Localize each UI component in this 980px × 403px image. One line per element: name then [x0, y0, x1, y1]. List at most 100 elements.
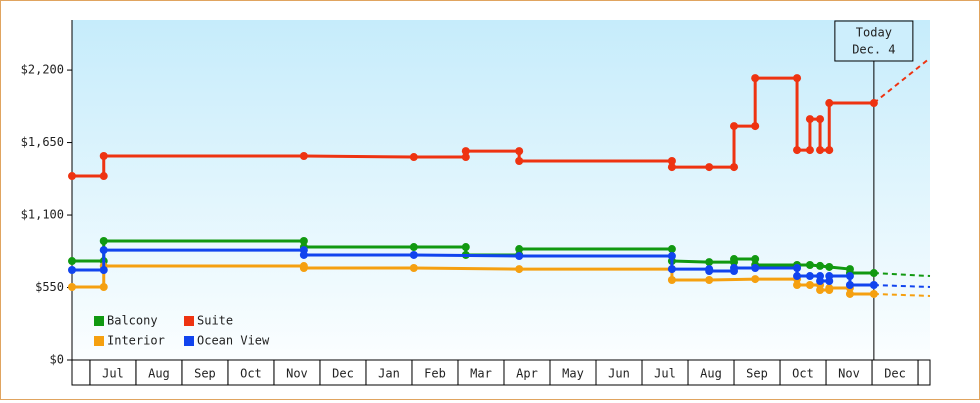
point: [730, 122, 739, 131]
point: [793, 74, 802, 83]
x-tick-label: Sep: [194, 367, 216, 381]
point: [667, 163, 676, 172]
point: [299, 264, 308, 273]
point: [825, 262, 834, 271]
point: [299, 237, 308, 245]
legend-swatch: [94, 336, 104, 346]
projection-line: [873, 57, 931, 104]
projection-line: [873, 292, 931, 297]
point: [667, 252, 676, 261]
y-tick-label: $1,650: [21, 135, 64, 149]
point: [409, 243, 418, 252]
plot-background: [72, 20, 930, 360]
point: [816, 277, 825, 286]
point: [869, 289, 878, 298]
point: [515, 245, 524, 254]
point: [99, 152, 108, 160]
point: [751, 74, 760, 83]
x-tick-label: Dec: [884, 367, 906, 381]
x-tick-label: Nov: [286, 367, 308, 381]
point: [869, 99, 878, 108]
point: [845, 289, 854, 298]
point: [705, 267, 714, 276]
legend-label: Balcony: [107, 314, 158, 328]
point: [667, 157, 676, 166]
x-tick-label: Dec: [332, 367, 354, 381]
point: [68, 172, 76, 181]
point: [99, 282, 108, 291]
point: [793, 272, 802, 281]
x-tick-label: Jun: [608, 367, 630, 381]
point: [705, 258, 714, 267]
point: [99, 265, 108, 274]
legend-label: Suite: [197, 314, 233, 328]
point: [409, 153, 418, 162]
point: [816, 115, 825, 124]
y-tick-label: $550: [35, 280, 64, 294]
x-tick-label: Feb: [424, 367, 446, 381]
x-tick-label: Mar: [470, 367, 492, 381]
point: [299, 250, 308, 259]
point: [667, 245, 676, 254]
legend-swatch: [184, 316, 194, 326]
legend-label: Interior: [107, 334, 165, 348]
legend-swatch: [94, 316, 104, 326]
today-label: Today: [856, 26, 892, 40]
point: [816, 286, 825, 295]
y-tick-label: $1,100: [21, 208, 64, 222]
point: [751, 264, 760, 273]
point: [805, 272, 814, 281]
point: [68, 282, 76, 291]
x-tick-label: Aug: [148, 367, 170, 381]
projection-line: [873, 272, 931, 278]
point: [845, 272, 854, 281]
point: [461, 153, 470, 162]
x-tick-label: Sep: [746, 367, 768, 381]
x-tick-label: Oct: [792, 367, 814, 381]
today-box: [834, 20, 914, 62]
point: [409, 264, 418, 273]
point: [825, 99, 834, 108]
month-cell: [917, 359, 931, 386]
x-tick-label: Aug: [700, 367, 722, 381]
point: [515, 157, 524, 166]
point: [705, 163, 714, 172]
x-tick-label: Jan: [378, 367, 400, 381]
point: [99, 237, 108, 245]
point: [825, 272, 834, 281]
legend-label: Ocean View: [197, 334, 270, 348]
point: [461, 147, 470, 156]
point: [515, 252, 524, 261]
projection-line: [873, 284, 931, 288]
point: [730, 163, 739, 172]
point: [845, 281, 854, 290]
point: [869, 281, 878, 290]
point: [667, 265, 676, 274]
point: [515, 147, 524, 156]
point: [299, 152, 308, 160]
point: [805, 260, 814, 269]
y-tick-label: $0: [50, 353, 64, 367]
today-date: Dec. 4: [852, 43, 895, 57]
point: [816, 146, 825, 155]
point: [730, 255, 739, 264]
x-tick-label: Jul: [102, 367, 124, 381]
point: [751, 122, 760, 131]
point: [730, 264, 739, 273]
point: [793, 281, 802, 290]
point: [825, 146, 834, 155]
point: [869, 269, 878, 278]
point: [805, 281, 814, 290]
point: [667, 276, 676, 285]
x-tick-label: May: [562, 367, 584, 381]
point: [751, 255, 760, 264]
y-tick-label: $2,200: [21, 63, 64, 77]
point: [461, 243, 470, 252]
point: [409, 250, 418, 259]
point: [99, 172, 108, 181]
point: [825, 284, 834, 293]
x-tick-label: Apr: [516, 367, 538, 381]
point: [816, 261, 825, 270]
